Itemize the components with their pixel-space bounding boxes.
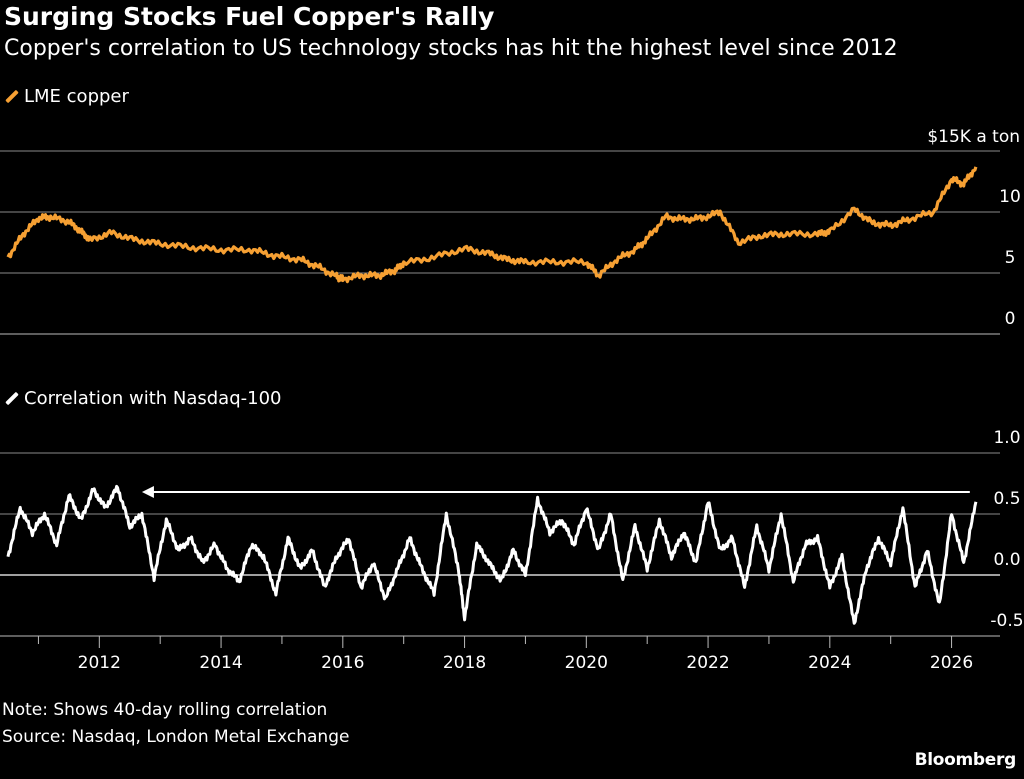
legend-correlation: Correlation with Nasdaq-100 bbox=[4, 388, 282, 409]
copper-unit-label: $15K a ton bbox=[927, 127, 1020, 147]
x-tick-label: 2022 bbox=[686, 653, 729, 673]
legend-copper-label: LME copper bbox=[24, 86, 129, 107]
x-tick-label: 2012 bbox=[78, 653, 121, 673]
x-tick-label: 2020 bbox=[565, 653, 608, 673]
copper-price-line bbox=[6, 166, 978, 284]
chart-title: Surging Stocks Fuel Copper's Rally bbox=[4, 2, 495, 31]
note-text: Note: Shows 40-day rolling correlation bbox=[2, 700, 328, 720]
x-tick-label: 2014 bbox=[199, 653, 242, 673]
reference-arrow-head bbox=[141, 486, 154, 499]
copper-tick-label: 0 bbox=[1005, 309, 1016, 329]
x-tick-label: 2016 bbox=[321, 653, 364, 673]
copper-tick-label: 5 bbox=[1005, 248, 1016, 268]
copper-tick-label: 10 bbox=[999, 187, 1021, 207]
correlation-tick-label: 0.5 bbox=[993, 489, 1020, 509]
bloomberg-logo: Bloomberg bbox=[914, 750, 1017, 770]
legend-correlation-label: Correlation with Nasdaq-100 bbox=[24, 388, 282, 409]
legend-copper: LME copper bbox=[4, 86, 129, 107]
correlation-line bbox=[6, 484, 978, 625]
correlation-tick-label: 0.0 bbox=[993, 550, 1020, 570]
source-text: Source: Nasdaq, London Metal Exchange bbox=[2, 727, 350, 747]
correlation-tick-label: -0.5 bbox=[990, 611, 1023, 631]
x-tick-label: 2024 bbox=[808, 653, 851, 673]
x-tick-label: 2026 bbox=[930, 653, 973, 673]
x-tick-label: 2018 bbox=[443, 653, 486, 673]
chart-subtitle: Copper's correlation to US technology st… bbox=[4, 36, 898, 61]
correlation-tick-label: 1.0 bbox=[993, 428, 1020, 448]
